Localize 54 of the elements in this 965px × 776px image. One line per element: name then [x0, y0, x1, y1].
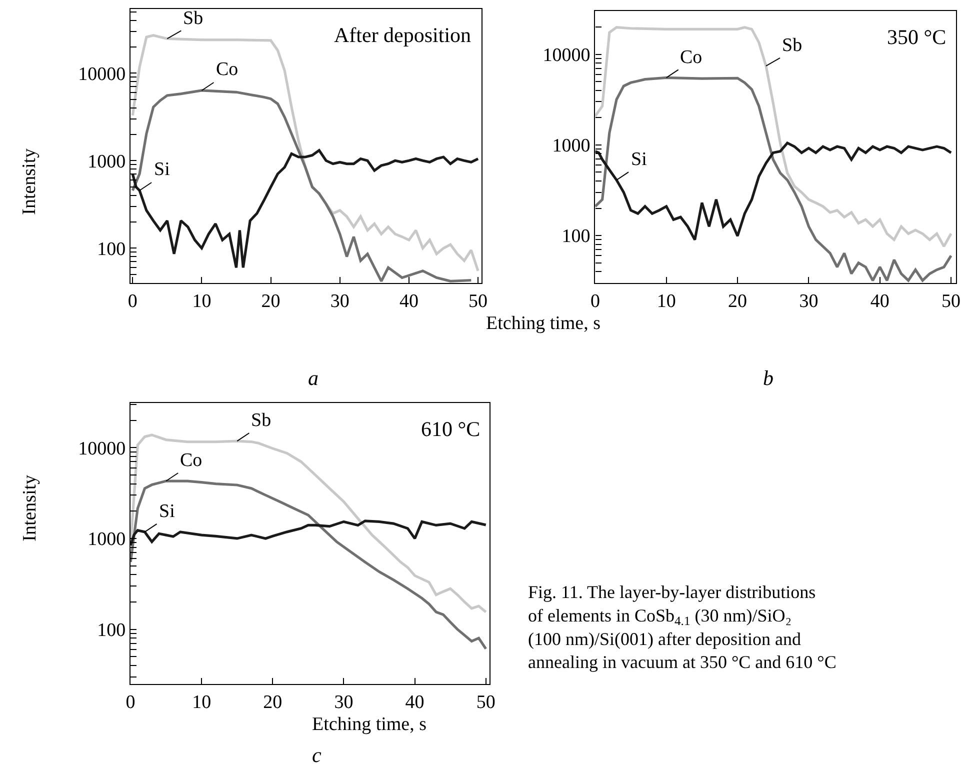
line-series [595, 76, 952, 282]
x-tick-label: 30 [799, 290, 818, 312]
series-label: Co [216, 59, 238, 80]
x-tick-label: 20 [261, 290, 280, 312]
line-series [130, 520, 488, 547]
series-label: Sb [251, 410, 272, 431]
y-tick-label: 10000 [542, 44, 590, 66]
series-label: Si [631, 149, 647, 170]
x-tick-label: 40 [405, 692, 424, 713]
x-tick-label: 0 [126, 692, 136, 713]
y-tick-label: 1000 [88, 151, 126, 172]
x-tick-label: 30 [330, 290, 350, 312]
y-axis-title: Intensity [19, 474, 40, 542]
x-tick-label: 40 [399, 290, 418, 312]
series-label: Sb [782, 35, 802, 56]
annotation: 350 °C [887, 25, 946, 49]
x-tick-label: 0 [590, 290, 600, 312]
y-tick-label: 100 [97, 620, 126, 641]
line-series [130, 480, 488, 650]
x-tick-label: 30 [334, 692, 354, 713]
x-tick-label: 50 [476, 692, 496, 713]
x-tick-label: 10 [656, 290, 676, 312]
x-tick-label: 40 [870, 290, 890, 312]
series-label: Si [154, 159, 170, 180]
y-tick-label: 100 [97, 238, 126, 260]
x-tick-label: 10 [192, 692, 212, 713]
series-label: Si [159, 501, 175, 522]
text: a [308, 366, 318, 390]
series-label: Sb [183, 8, 204, 29]
y-tick-label: 10000 [78, 64, 126, 85]
x-tick-label: 0 [128, 290, 138, 312]
y-axis-title: Intensity [18, 148, 40, 215]
x-tick-label: 10 [192, 290, 212, 312]
y-tick-label: 1000 [88, 529, 126, 550]
y-tick-label: 10000 [78, 438, 126, 460]
x-tick-label: 20 [263, 692, 282, 713]
series-label: Co [180, 450, 202, 471]
y-tick-label: 100 [562, 226, 590, 248]
annotation: 610 °C [421, 417, 480, 441]
line-series [131, 89, 472, 282]
annotation: After deposition [334, 23, 472, 47]
series-label: Co [680, 47, 702, 68]
text: b [763, 366, 774, 390]
line-series [595, 142, 952, 242]
text: c [312, 743, 322, 767]
x-tick-label: 50 [468, 290, 488, 312]
x-axis-title: Etching time, s [486, 313, 601, 334]
x-tick-label: 50 [942, 290, 961, 312]
line-series [595, 26, 952, 248]
line-series [131, 149, 480, 269]
x-axis-title: Etching time, s [312, 714, 427, 735]
caption: Fig. 11. The layer-by-layer distributions of elements in CoSb$_{4.1}$ (30 nm)/SiO₂ (100 nm)/Si(001) after deposition and annealing in vacuum at 350 °C and 610 °C [528, 582, 836, 672]
x-tick-label: 20 [728, 290, 748, 312]
y-tick-label: 1000 [552, 136, 590, 157]
